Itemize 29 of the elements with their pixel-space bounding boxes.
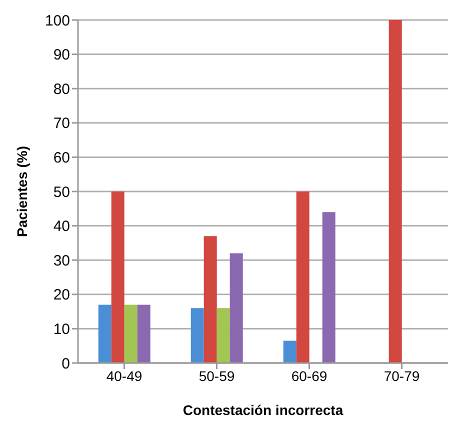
bar — [98, 304, 112, 363]
x-tick-label: 50-59 — [198, 368, 235, 384]
x-axis-title: Contestación incorrecta — [182, 402, 344, 418]
bar — [388, 20, 402, 363]
bar — [216, 308, 230, 363]
y-tick-label: 90 — [53, 46, 70, 64]
x-tick-label: 60-69 — [291, 368, 328, 384]
y-axis-title: Pacientes (%) — [14, 146, 30, 238]
y-tick-label: 30 — [53, 252, 70, 270]
x-tick-label: 40-49 — [106, 368, 142, 384]
y-tick-label: 80 — [53, 80, 70, 98]
y-tick-label: 60 — [53, 150, 70, 167]
bar — [137, 304, 150, 363]
bar — [124, 304, 138, 363]
bar — [111, 192, 124, 363]
bar — [204, 236, 217, 363]
y-tick-label: 70 — [53, 115, 70, 132]
y-tick-label: 20 — [53, 286, 70, 304]
y-tick-label: 0 — [62, 355, 70, 372]
bar — [322, 212, 336, 363]
x-tick-label: 70-79 — [384, 368, 420, 384]
bar — [190, 308, 204, 363]
y-tick-label: 10 — [53, 321, 70, 338]
bar — [283, 340, 296, 363]
bar — [230, 253, 243, 363]
y-tick-label: 50 — [53, 184, 70, 201]
bar — [296, 192, 310, 363]
y-tick-label: 40 — [53, 218, 70, 236]
y-tick-label: 100 — [44, 12, 70, 30]
